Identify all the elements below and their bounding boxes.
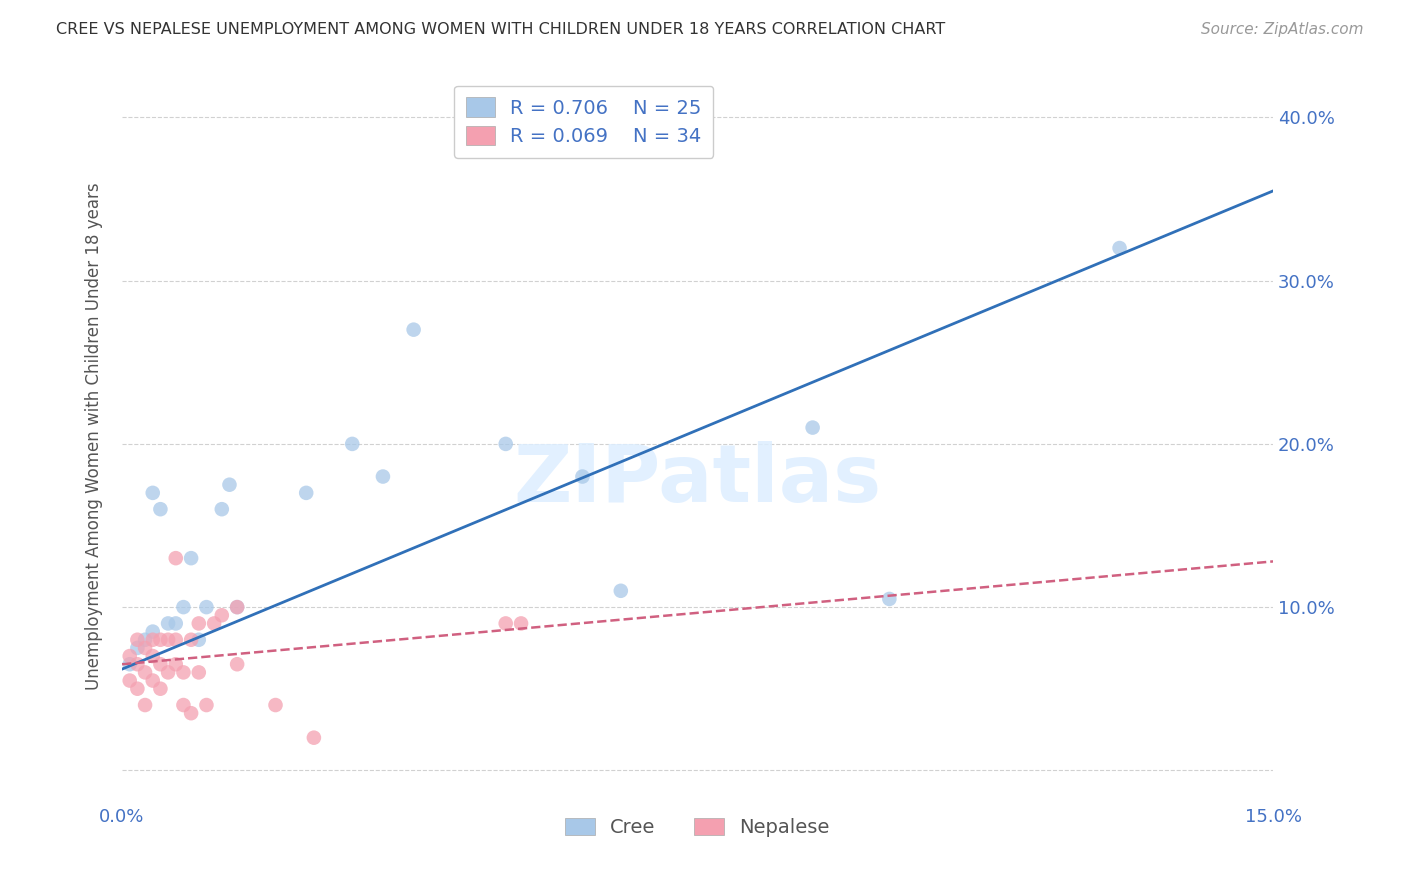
Point <box>211 502 233 516</box>
Point <box>118 657 141 672</box>
Point <box>142 649 165 664</box>
Point <box>801 420 824 434</box>
Point <box>134 665 156 680</box>
Point <box>149 502 172 516</box>
Point <box>172 600 194 615</box>
Text: ZIPatlas: ZIPatlas <box>513 441 882 519</box>
Point <box>187 616 209 631</box>
Point <box>157 665 180 680</box>
Point <box>218 477 240 491</box>
Point <box>149 632 172 647</box>
Point <box>127 681 149 696</box>
Point <box>142 486 165 500</box>
Point <box>342 437 364 451</box>
Point <box>195 600 218 615</box>
Point <box>226 600 249 615</box>
Point <box>172 665 194 680</box>
Point <box>571 469 593 483</box>
Point <box>118 649 141 664</box>
Point <box>157 632 180 647</box>
Point <box>165 551 187 566</box>
Point <box>180 551 202 566</box>
Point <box>165 616 187 631</box>
Point <box>226 657 249 672</box>
Point <box>610 583 633 598</box>
Point <box>495 437 517 451</box>
Point <box>157 616 180 631</box>
Point <box>142 673 165 688</box>
Point <box>187 632 209 647</box>
Y-axis label: Unemployment Among Women with Children Under 18 years: Unemployment Among Women with Children U… <box>86 182 103 690</box>
Point <box>295 486 318 500</box>
Point <box>172 698 194 712</box>
Point <box>1108 241 1130 255</box>
Point <box>134 698 156 712</box>
Point <box>142 632 165 647</box>
Point <box>510 616 533 631</box>
Point <box>371 469 394 483</box>
Point <box>149 681 172 696</box>
Point <box>180 706 202 721</box>
Point <box>134 632 156 647</box>
Point <box>226 600 249 615</box>
Point <box>165 632 187 647</box>
Point <box>127 657 149 672</box>
Point <box>134 640 156 655</box>
Point <box>302 731 325 745</box>
Point <box>402 323 425 337</box>
Point <box>187 665 209 680</box>
Point <box>264 698 287 712</box>
Point <box>149 657 172 672</box>
Point <box>202 616 225 631</box>
Point <box>195 698 218 712</box>
Point <box>118 673 141 688</box>
Text: CREE VS NEPALESE UNEMPLOYMENT AMONG WOMEN WITH CHILDREN UNDER 18 YEARS CORRELATI: CREE VS NEPALESE UNEMPLOYMENT AMONG WOME… <box>56 22 945 37</box>
Point <box>127 632 149 647</box>
Point <box>127 640 149 655</box>
Point <box>165 657 187 672</box>
Point <box>495 616 517 631</box>
Legend: Cree, Nepalese: Cree, Nepalese <box>558 810 838 845</box>
Point <box>879 591 901 606</box>
Point <box>180 632 202 647</box>
Point <box>211 608 233 623</box>
Point <box>142 624 165 639</box>
Text: Source: ZipAtlas.com: Source: ZipAtlas.com <box>1201 22 1364 37</box>
